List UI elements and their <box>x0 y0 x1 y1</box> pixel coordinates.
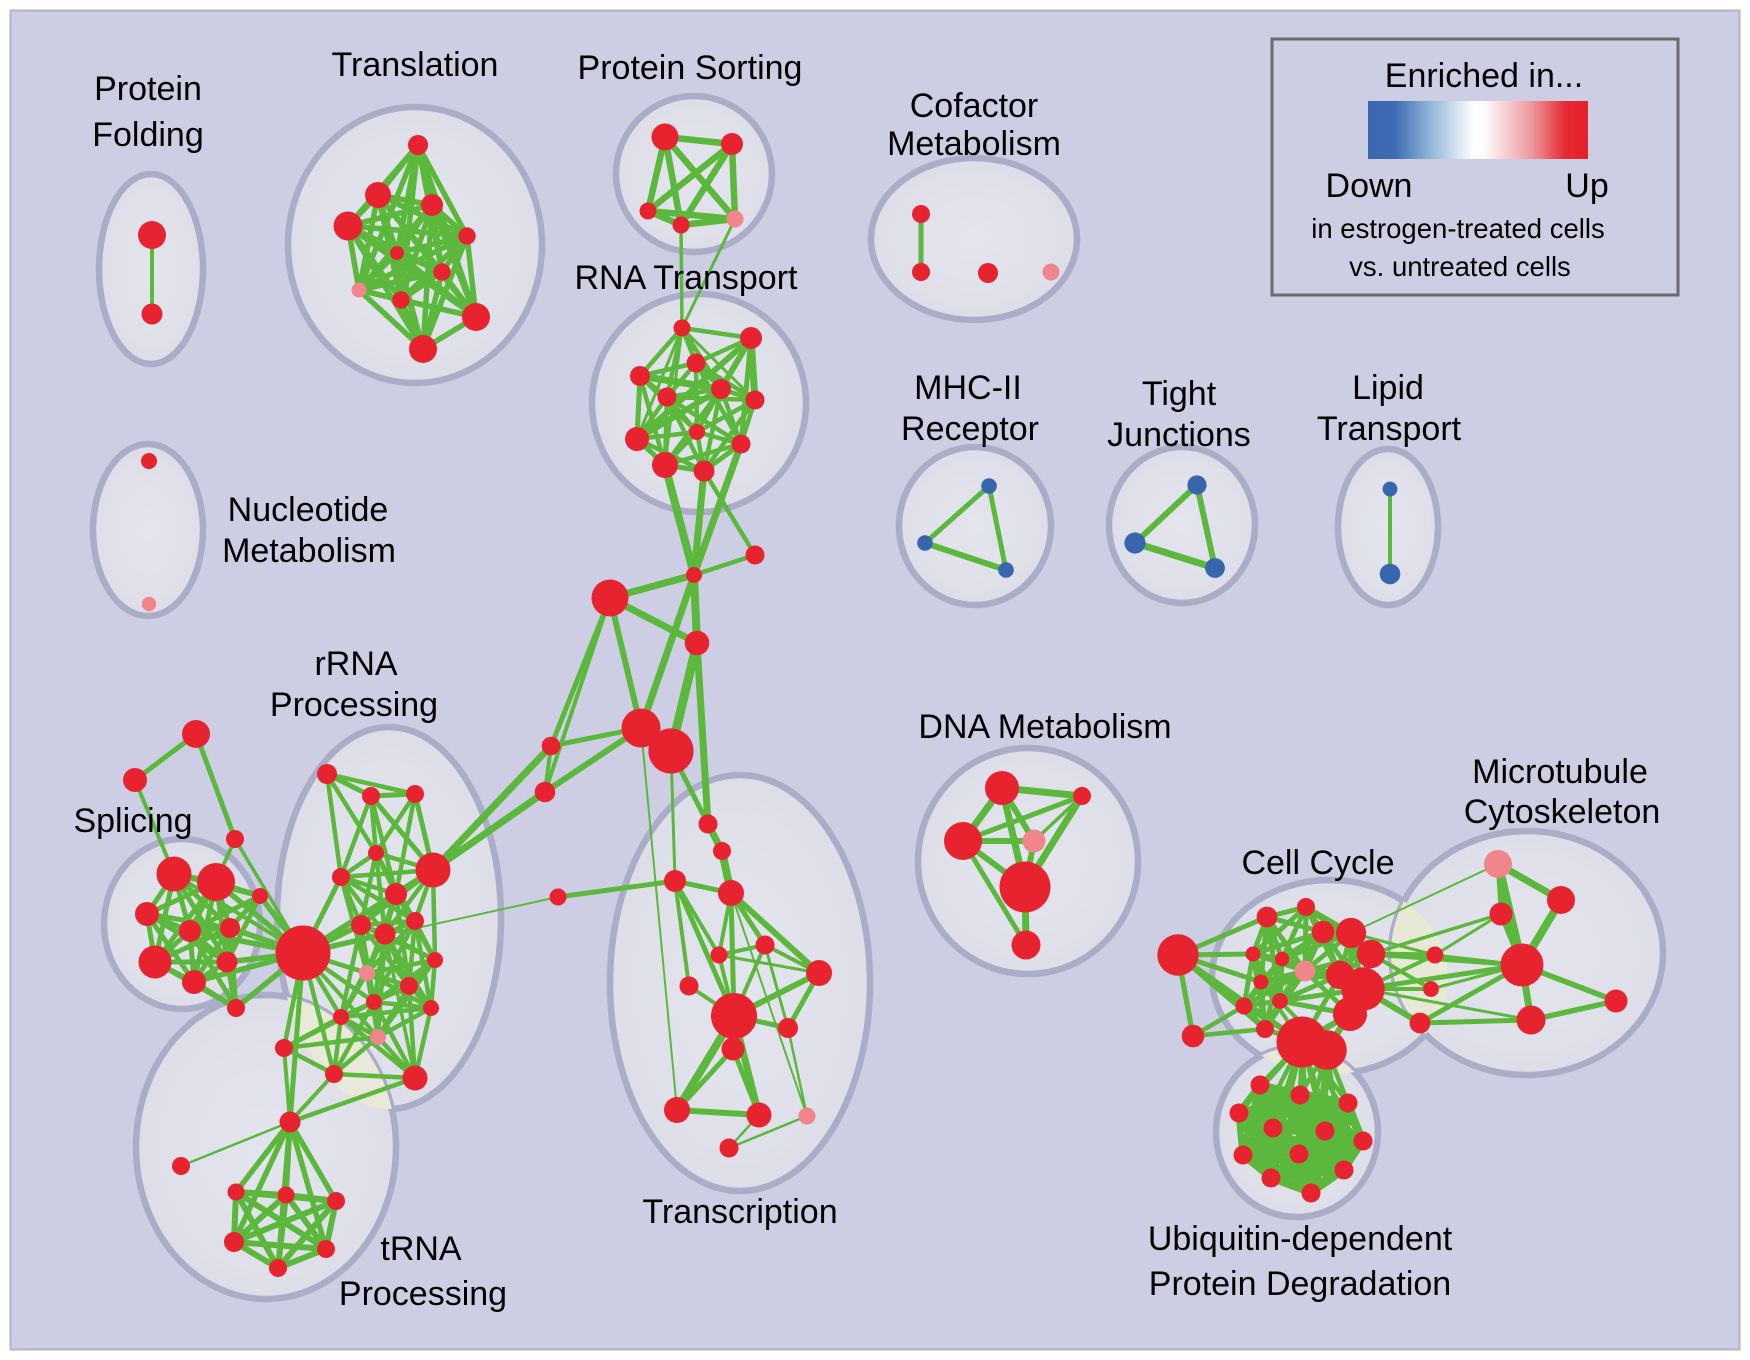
svg-text:Metabolism: Metabolism <box>887 125 1061 163</box>
svg-text:Tight: Tight <box>1142 375 1217 413</box>
svg-text:tRNA: tRNA <box>380 1230 462 1268</box>
svg-text:Junctions: Junctions <box>1107 416 1251 454</box>
svg-text:Up: Up <box>1565 167 1608 205</box>
svg-text:RNA Transport: RNA Transport <box>575 259 799 297</box>
svg-text:Transport: Transport <box>1317 410 1462 448</box>
svg-text:Cell Cycle: Cell Cycle <box>1241 844 1394 882</box>
svg-text:Ubiquitin-dependent: Ubiquitin-dependent <box>1148 1220 1453 1258</box>
svg-text:Processing: Processing <box>270 686 438 724</box>
svg-text:Metabolism: Metabolism <box>222 532 396 570</box>
svg-text:MHC-II: MHC-II <box>914 369 1022 407</box>
svg-text:Down: Down <box>1326 167 1413 205</box>
svg-text:Cytoskeleton: Cytoskeleton <box>1464 793 1661 831</box>
svg-text:DNA Metabolism: DNA Metabolism <box>918 708 1171 746</box>
svg-text:vs. untreated cells: vs. untreated cells <box>1349 251 1571 282</box>
svg-text:Protein Sorting: Protein Sorting <box>578 49 803 87</box>
svg-text:Transcription: Transcription <box>642 1193 837 1231</box>
svg-text:rRNA: rRNA <box>314 645 397 683</box>
svg-text:in estrogen-treated cells: in estrogen-treated cells <box>1311 213 1605 244</box>
svg-text:Protein: Protein <box>94 70 202 108</box>
svg-text:Lipid: Lipid <box>1352 369 1424 407</box>
svg-text:Folding: Folding <box>92 116 204 154</box>
svg-text:Cofactor: Cofactor <box>910 87 1039 125</box>
svg-text:Translation: Translation <box>332 46 499 84</box>
svg-text:Splicing: Splicing <box>73 802 192 840</box>
svg-text:Microtubule: Microtubule <box>1472 753 1648 791</box>
svg-text:Protein Degradation: Protein Degradation <box>1149 1265 1451 1303</box>
svg-text:Nucleotide: Nucleotide <box>228 491 389 529</box>
svg-text:Receptor: Receptor <box>901 410 1039 448</box>
svg-text:Enriched in...: Enriched in... <box>1385 57 1583 95</box>
svg-text:Processing: Processing <box>339 1275 507 1313</box>
